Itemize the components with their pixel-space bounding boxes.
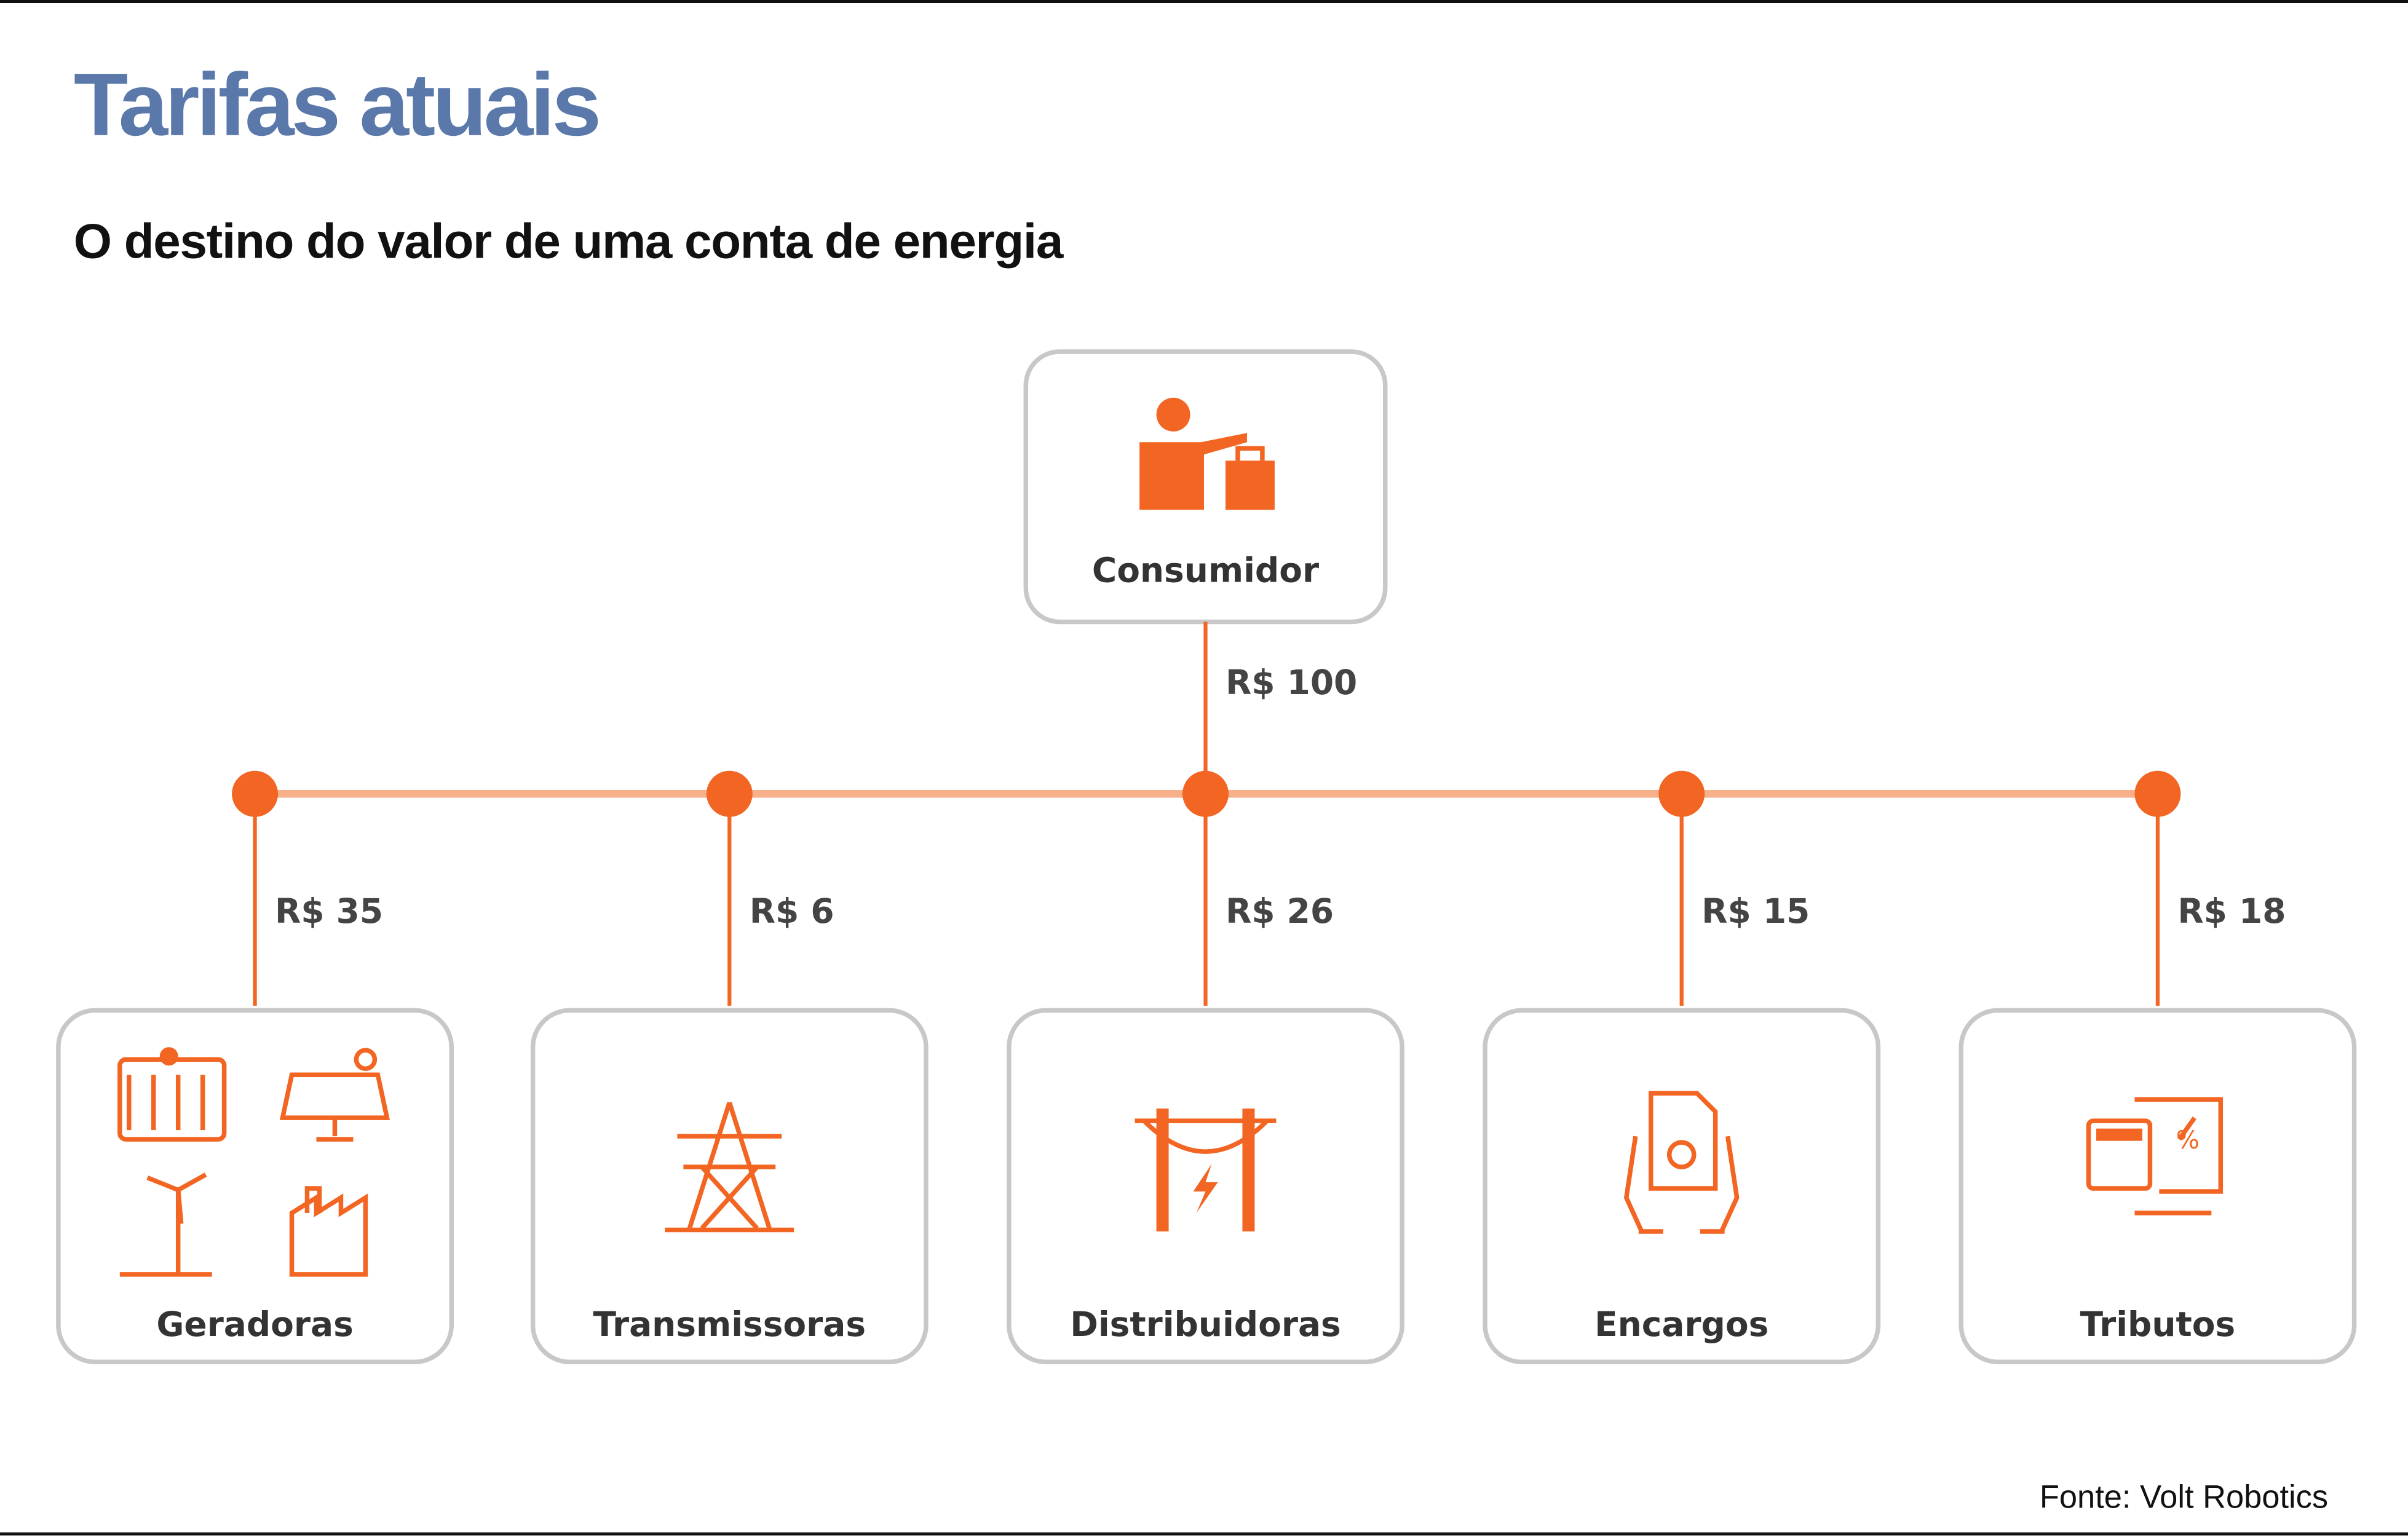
- source-note: Fonte: Volt Robotics: [2040, 1480, 2328, 1515]
- junction-dot: [2134, 770, 2181, 817]
- amount-label: R$ 6: [750, 891, 834, 931]
- svg-text:%: %: [2176, 1126, 2200, 1155]
- page-subtitle: O destino do valor de uma conta de energ…: [74, 214, 1064, 269]
- destination-transmissoras: R$ 6 Transmissoras: [530, 770, 929, 1365]
- destination-distribuidoras: R$ 26 Distribuidoras: [1007, 770, 1404, 1365]
- hands-holding-document-icon: [1623, 1091, 1740, 1234]
- person-with-shopping-bag-icon: [1139, 397, 1275, 510]
- junction-dot: [1182, 770, 1229, 817]
- consumidor-node: Consumidor: [1023, 349, 1388, 625]
- destination-box: [1958, 1008, 2357, 1365]
- destination-label: Geradoras: [156, 1305, 353, 1344]
- destination-label: Tributos: [2080, 1305, 2236, 1344]
- destination-tributos: R$ 18 % Tributos: [1958, 770, 2357, 1365]
- junction-dot: [1658, 770, 1705, 817]
- transmission-tower-icon: [665, 1102, 794, 1233]
- consumidor-label: Consumidor: [1092, 551, 1319, 590]
- page-title: Tarifas atuais: [74, 55, 598, 154]
- junction-dot: [232, 770, 279, 817]
- power-pole-lightning-icon: [1135, 1108, 1277, 1231]
- amount-label: R$ 18: [2177, 891, 2286, 931]
- calculator-tax-icon: %: [2086, 1097, 2224, 1215]
- destination-label: Encargos: [1594, 1305, 1768, 1344]
- amount-label: R$ 15: [1701, 891, 1810, 931]
- destination-label: Transmissoras: [593, 1305, 866, 1344]
- destination-label: Distribuidoras: [1070, 1305, 1341, 1344]
- junction-dot: [706, 770, 753, 817]
- destination-geradoras: R$ 35 Geradoras: [56, 770, 454, 1365]
- power-generation-icons: [117, 1047, 390, 1277]
- amount-label: R$ 26: [1226, 891, 1334, 931]
- destination-box: [530, 1008, 929, 1365]
- destination-encargos: R$ 15 Encargos: [1483, 770, 1881, 1365]
- amount-label: R$ 35: [275, 891, 383, 931]
- root-amount: R$ 100: [1226, 663, 1357, 702]
